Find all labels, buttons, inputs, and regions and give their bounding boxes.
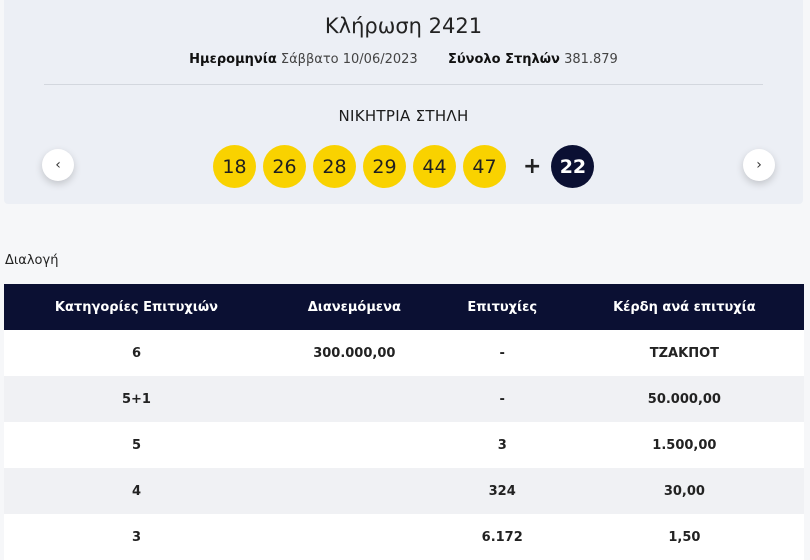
cell-category: 3 [4, 514, 269, 560]
date-label: Ημερομηνία [189, 52, 277, 67]
columns-value: 381.879 [564, 52, 618, 67]
winning-label: ΝΙΚΗΤΡΙΑ ΣΤΗΛΗ [338, 107, 469, 125]
previous-draw-button[interactable]: ‹ [42, 149, 74, 181]
table-row: 6 300.000,00 - ΤΖΑΚΠΟΤ [4, 330, 804, 376]
number-ball: 26 [263, 145, 306, 188]
cell-prize: 30,00 [564, 468, 804, 514]
table-row: 5+1 - 50.000,00 [4, 376, 804, 422]
cell-distributed: 300.000,00 [268, 330, 440, 376]
results-table: Κατηγορίες Επιτυχιών Διανεμόμενα Επιτυχί… [4, 284, 804, 560]
header-winners: Επιτυχίες [439, 284, 565, 330]
bonus-ball: 22 [551, 145, 595, 188]
cell-category: 5 [4, 422, 269, 468]
cell-winners: 6.172 [439, 514, 565, 560]
chevron-right-icon: › [756, 157, 762, 173]
cell-prize: 1,50 [564, 514, 804, 560]
table-row: 5 3 1.500,00 [4, 422, 804, 468]
columns-label: Σύνολο Στηλών [447, 52, 560, 67]
cell-winners: - [439, 376, 565, 422]
winning-numbers: 18 26 28 29 44 47 + 22 [213, 145, 595, 188]
chevron-left-icon: ‹ [55, 157, 61, 173]
cell-distributed [268, 376, 440, 422]
cell-distributed [268, 422, 440, 468]
header-categories: Κατηγορίες Επιτυχιών [4, 284, 269, 330]
divider [44, 84, 763, 85]
cell-winners: - [439, 330, 565, 376]
table-header-row: Κατηγορίες Επιτυχιών Διανεμόμενα Επιτυχί… [4, 284, 804, 330]
number-ball: 44 [413, 145, 456, 188]
header-distributed: Διανεμόμενα [268, 284, 440, 330]
draw-title: Κλήρωση 2421 [324, 14, 483, 38]
draw-card: Κλήρωση 2421 Ημερομηνία Σάββατο 10/06/20… [4, 0, 803, 204]
cell-prize: 1.500,00 [564, 422, 804, 468]
cell-winners: 3 [439, 422, 565, 468]
table-row: 4 324 30,00 [4, 468, 804, 514]
number-ball: 18 [213, 145, 256, 188]
cell-category: 5+1 [4, 376, 269, 422]
number-ball: 47 [463, 145, 506, 188]
cell-winners: 324 [439, 468, 565, 514]
cell-prize: ΤΖΑΚΠΟΤ [564, 330, 804, 376]
table-row: 3 6.172 1,50 [4, 514, 804, 560]
cell-prize: 50.000,00 [564, 376, 804, 422]
number-ball: 28 [313, 145, 356, 188]
section-title: Διαλογή [5, 253, 59, 268]
header-prize-per-winner: Κέρδη ανά επιτυχία [564, 284, 804, 330]
number-ball: 29 [363, 145, 406, 188]
plus-sign: + [523, 154, 542, 179]
cell-distributed [268, 468, 440, 514]
draw-meta: Ημερομηνία Σάββατο 10/06/2023 Σύνολο Στη… [4, 52, 803, 67]
cell-distributed [268, 514, 440, 560]
date-value: Σάββατο 10/06/2023 [280, 52, 418, 67]
next-draw-button[interactable]: › [743, 149, 775, 181]
cell-category: 6 [4, 330, 269, 376]
cell-category: 4 [4, 468, 269, 514]
